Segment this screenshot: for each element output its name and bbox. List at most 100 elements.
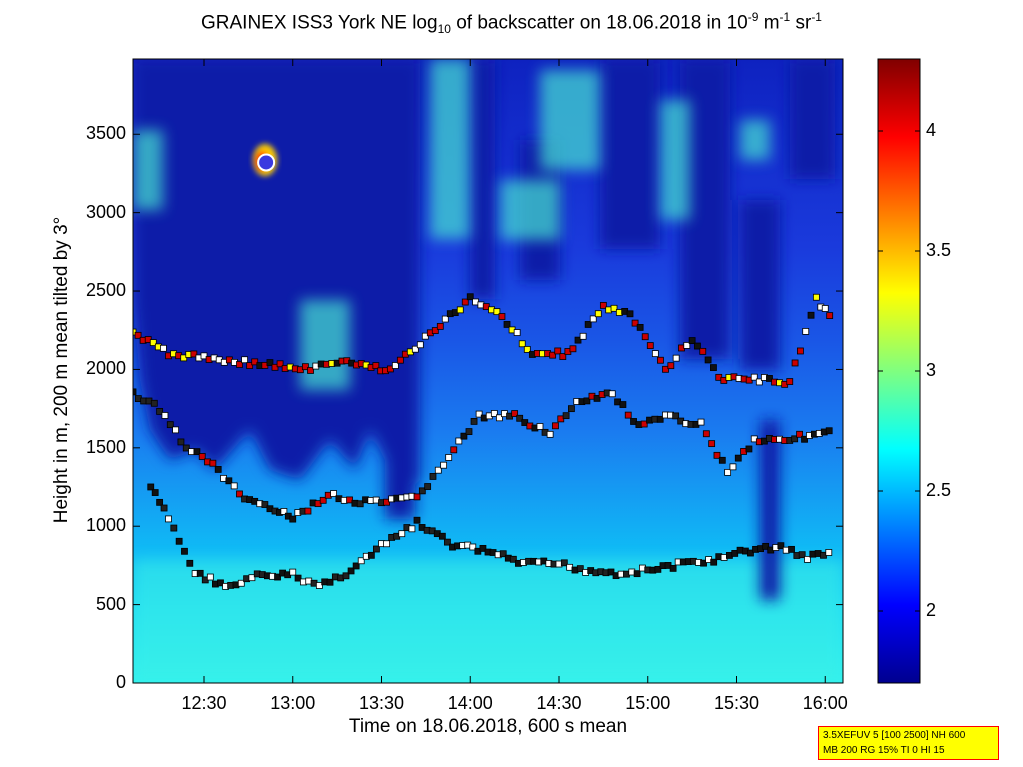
lower_mixing_layer-marker bbox=[151, 489, 159, 496]
upper_layer-marker bbox=[180, 354, 188, 362]
upper_layer-marker bbox=[710, 364, 717, 372]
x-tick-label: 16:00 bbox=[802, 693, 848, 713]
middle_layer-marker bbox=[568, 405, 575, 413]
middle_layer-marker bbox=[718, 456, 726, 464]
lower_mixing_layer-marker bbox=[186, 559, 194, 567]
upper_layer-marker bbox=[826, 312, 834, 320]
lower_mixing_layer-marker bbox=[383, 540, 390, 548]
upper_layer-marker bbox=[200, 352, 208, 360]
middle_layer-marker bbox=[640, 420, 648, 428]
upper_layer-marker bbox=[694, 342, 701, 350]
upper_layer-marker bbox=[246, 362, 254, 369]
y-tick-marks bbox=[133, 133, 843, 684]
middle_layer-marker bbox=[490, 410, 498, 417]
lower_mixing_layer-marker bbox=[326, 578, 334, 586]
upper_layer-marker bbox=[594, 310, 602, 318]
upper_layer-marker bbox=[559, 353, 567, 361]
upper_layer-marker bbox=[498, 313, 506, 320]
upper_layer-marker bbox=[802, 328, 810, 335]
lower_mixing_layer-marker bbox=[217, 579, 224, 587]
colorbar-tick-label: 2.5 bbox=[926, 480, 952, 500]
lower_mixing_layer-marker bbox=[170, 524, 178, 532]
middle_layer-marker bbox=[133, 388, 137, 396]
upper_layer-marker bbox=[651, 350, 659, 358]
x-tick-label: 14:30 bbox=[536, 693, 582, 713]
upper_layer-marker bbox=[251, 358, 259, 366]
middle_layer-marker bbox=[708, 440, 716, 448]
colorbar-tick-marks bbox=[878, 130, 920, 612]
heatmap bbox=[133, 59, 843, 683]
upper_layer-marker bbox=[786, 378, 794, 385]
lower_mixing_layer-marker bbox=[352, 562, 360, 570]
lower_mixing_layer-marker bbox=[762, 542, 770, 550]
upper_layer-marker bbox=[821, 305, 829, 312]
lower_mixing_layer-marker bbox=[747, 549, 754, 557]
colorbar-tick-label: 3 bbox=[926, 360, 937, 380]
chart-title: GRAINEX ISS3 York NE log10 of backscatte… bbox=[201, 10, 822, 37]
upper_layer-marker bbox=[662, 365, 669, 373]
lower_mixing_layer-marker bbox=[444, 538, 451, 546]
lower_mixing_layer-marker bbox=[560, 559, 568, 567]
lower_mixing_layer-marker bbox=[777, 542, 785, 550]
layer-markers bbox=[133, 293, 834, 590]
lower_mixing_layer-marker bbox=[607, 568, 615, 576]
upper_layer-marker bbox=[411, 345, 419, 353]
x-tick-label: 15:00 bbox=[625, 693, 671, 713]
lower_mixing_layer-marker bbox=[398, 530, 406, 538]
middle_layer-marker bbox=[516, 414, 524, 422]
cloud-marker-circle bbox=[257, 153, 276, 172]
middle_layer-marker bbox=[330, 490, 337, 497]
y-tick-label: 2500 bbox=[85, 280, 126, 301]
middle_layer-marker bbox=[496, 414, 503, 422]
middle_layer-marker bbox=[214, 466, 222, 473]
upper_layer-marker bbox=[518, 340, 526, 348]
middle_layer-marker bbox=[156, 407, 164, 415]
lower_mixing_layer-marker bbox=[499, 550, 507, 558]
x-tick-label: 13:00 bbox=[270, 693, 316, 713]
lower_mixing_layer-marker bbox=[342, 572, 350, 580]
processing-note-line-2: MB 200 RG 15% TI 0 HI 15 bbox=[823, 745, 945, 756]
middle_layer-marker bbox=[182, 444, 190, 452]
middle_layer-marker bbox=[225, 477, 233, 485]
lower_mixing_layer-marker bbox=[373, 545, 380, 553]
middle_layer-marker bbox=[418, 487, 426, 495]
middle_layer-marker bbox=[198, 453, 206, 460]
middle_layer-marker bbox=[177, 438, 185, 446]
middle_layer-marker bbox=[465, 428, 473, 435]
upper_layer-marker bbox=[554, 347, 562, 355]
processing-note-line-1: 3.5XEFUV 5 [100 2500] NH 600 bbox=[823, 730, 966, 741]
middle_layer-marker bbox=[656, 415, 664, 423]
lower_mixing_layer-marker bbox=[237, 579, 245, 587]
lower_mixing_layer-marker bbox=[165, 515, 172, 523]
upper_layer-marker bbox=[456, 306, 464, 314]
cloud-marker bbox=[257, 153, 276, 172]
colorbar bbox=[877, 58, 921, 684]
lower_mixing_layer-marker bbox=[347, 567, 355, 575]
lower_mixing_layer-marker bbox=[289, 568, 297, 576]
upper_layer-marker bbox=[797, 347, 804, 355]
upper_layer-marker bbox=[461, 298, 469, 306]
middle_layer-marker bbox=[729, 463, 737, 471]
middle_layer-marker bbox=[161, 412, 169, 419]
upper_layer-marker bbox=[667, 362, 675, 370]
plot-frame bbox=[132, 58, 844, 684]
upper_layer-marker bbox=[657, 356, 664, 364]
middle_layer-marker bbox=[796, 430, 804, 438]
upper_layer-marker bbox=[589, 315, 597, 323]
middle_layer-marker bbox=[470, 417, 478, 425]
middle_layer-marker bbox=[593, 394, 601, 402]
colorbar-tick-label: 2 bbox=[926, 600, 937, 620]
middle_layer-marker bbox=[150, 399, 158, 407]
y-tick-label: 1500 bbox=[85, 436, 126, 457]
upper_layer-marker bbox=[236, 361, 243, 368]
middle_layer-marker bbox=[734, 454, 742, 462]
middle_layer-marker bbox=[583, 397, 591, 405]
lower_mixing_layer-marker bbox=[509, 555, 517, 563]
middle_layer-marker bbox=[552, 422, 559, 430]
y-axis-label: Height in m, 200 m mean tilted by 3° bbox=[51, 216, 72, 524]
upper_layer-marker bbox=[755, 378, 763, 386]
middle_layer-marker bbox=[440, 461, 448, 469]
middle_layer-marker bbox=[521, 419, 529, 426]
lower_mixing_layer-marker bbox=[357, 557, 365, 565]
middle_layer-marker bbox=[434, 466, 442, 474]
